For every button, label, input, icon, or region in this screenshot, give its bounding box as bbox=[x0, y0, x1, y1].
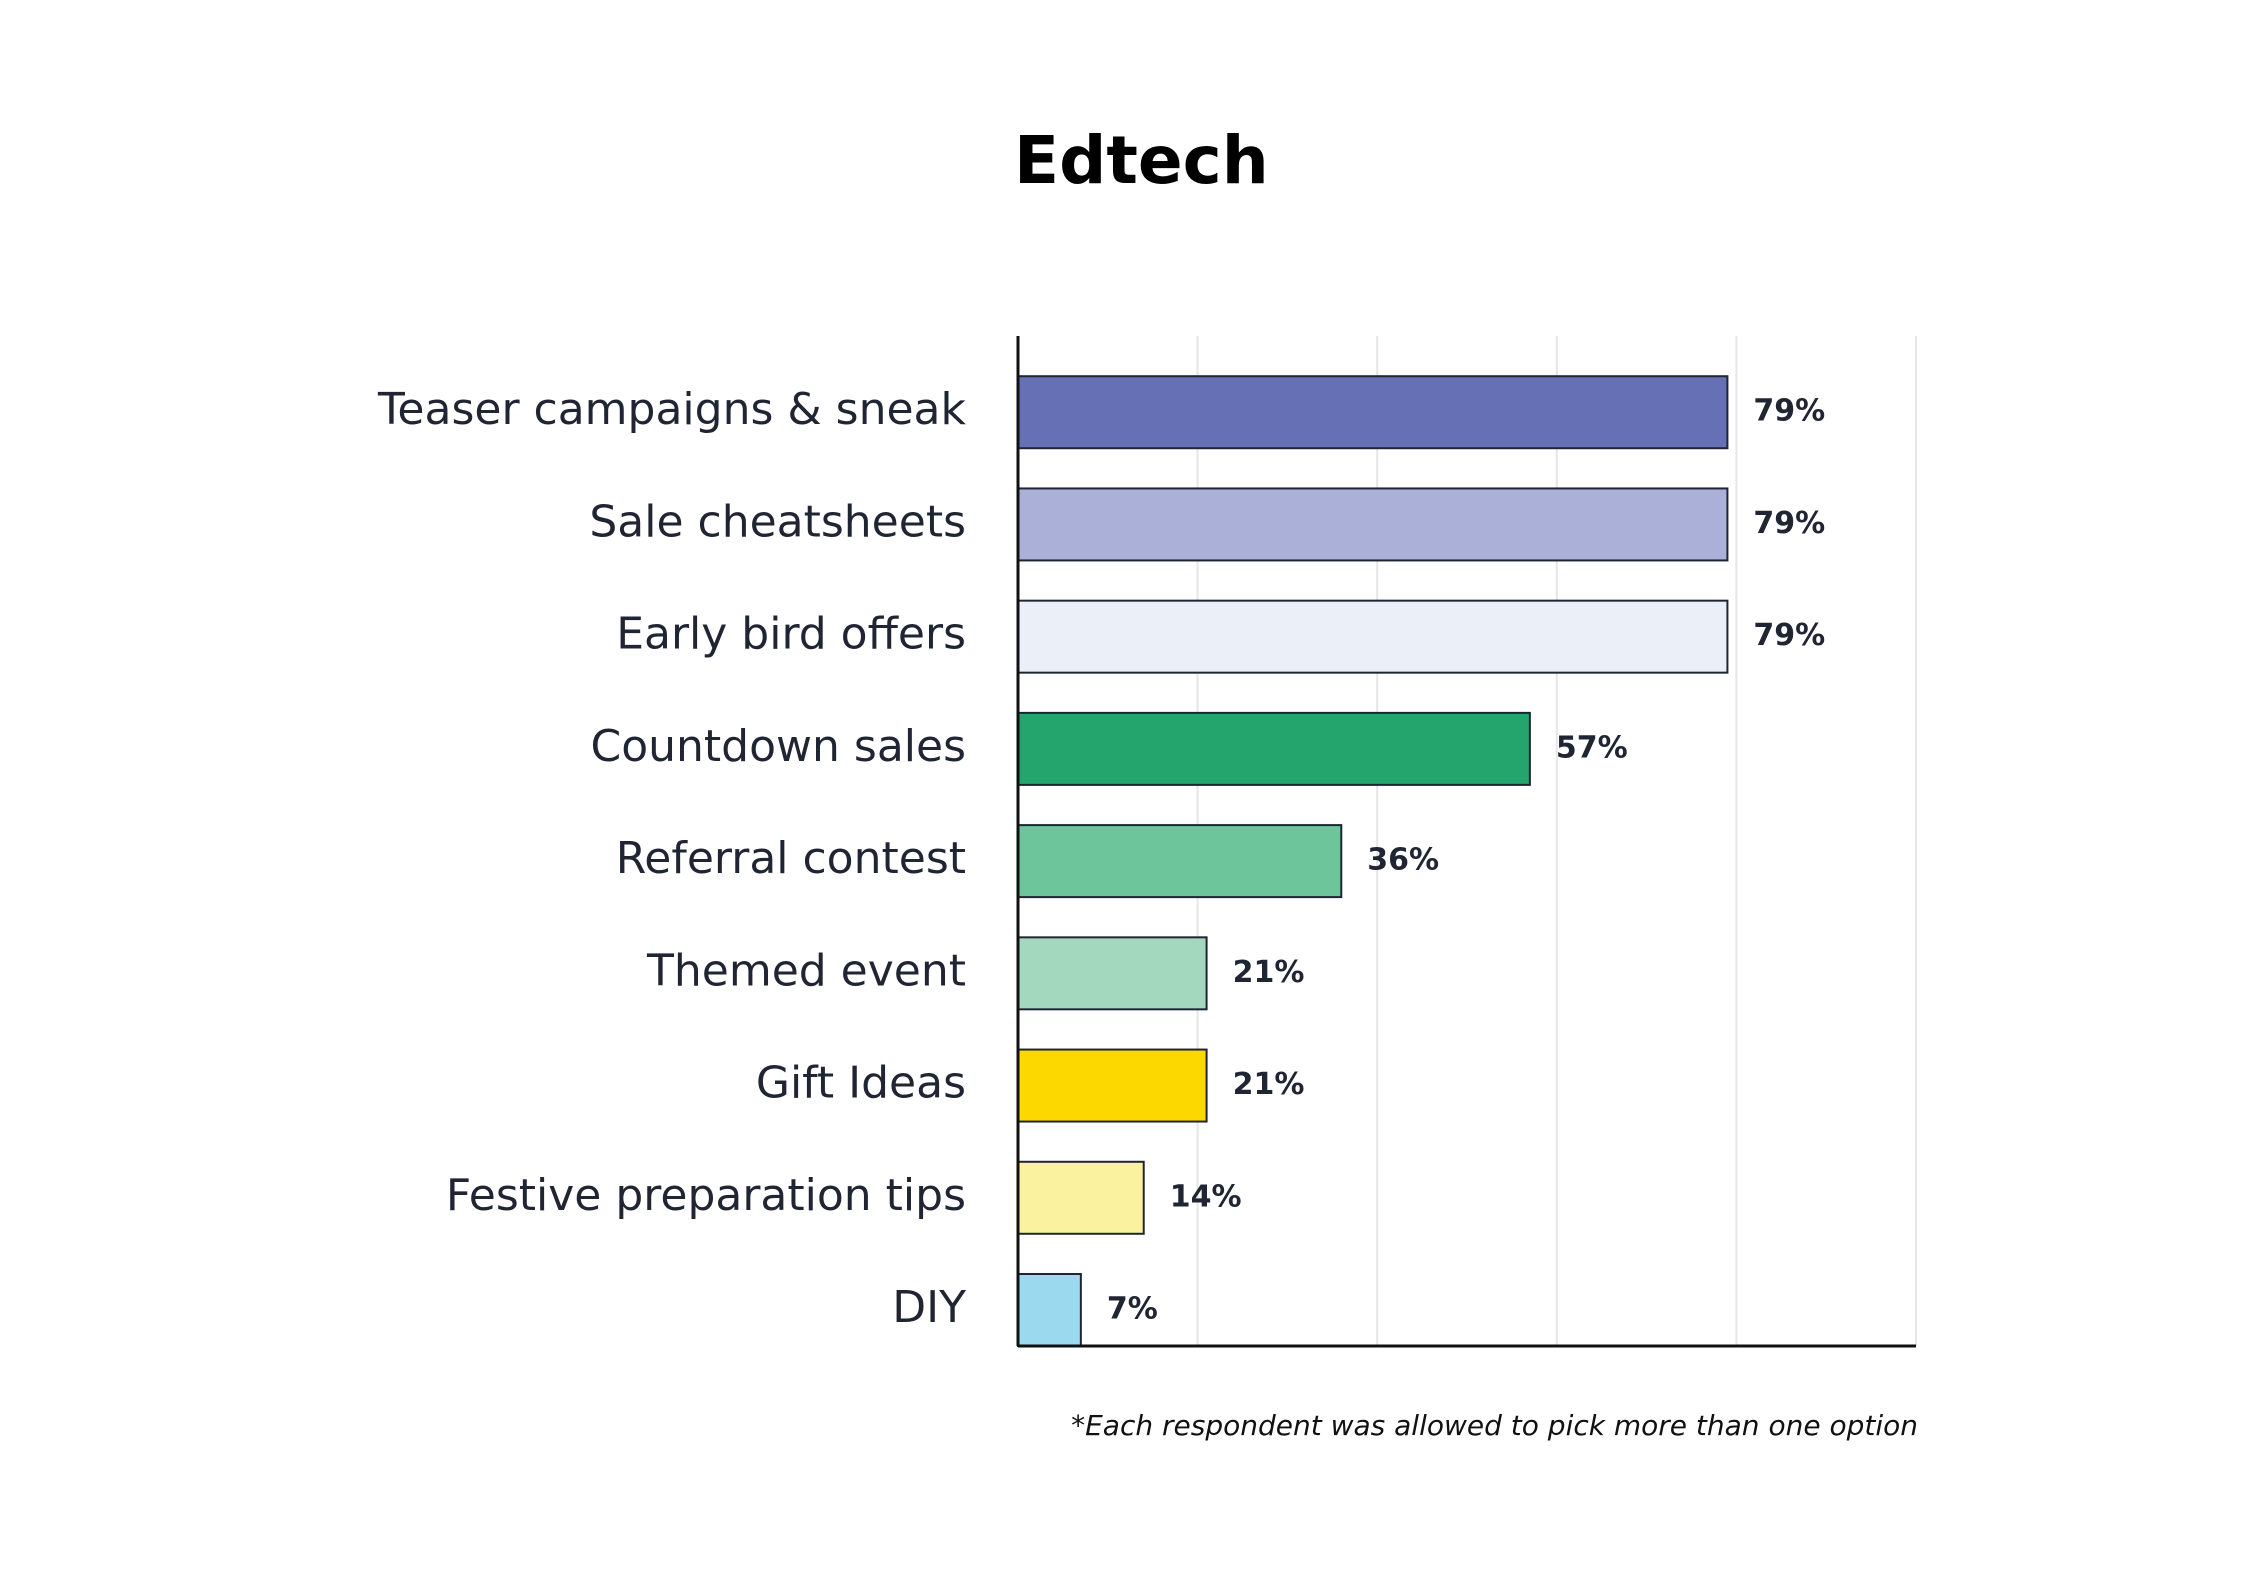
chart-footnote: *Each respondent was allowed to pick mor… bbox=[1071, 1409, 1918, 1442]
bar bbox=[1017, 1273, 1082, 1347]
category-label: Early bird offers bbox=[616, 609, 966, 660]
value-label: 14% bbox=[1170, 1179, 1242, 1214]
category-labels: Teaser campaigns & sneak Sale cheatsheets… bbox=[377, 384, 967, 1333]
bar bbox=[1017, 375, 1729, 450]
bar bbox=[1017, 824, 1343, 899]
bar bbox=[1017, 711, 1531, 786]
value-label: 21% bbox=[1233, 1067, 1305, 1102]
value-label: 36% bbox=[1367, 843, 1439, 878]
value-label: 7% bbox=[1107, 1292, 1158, 1327]
value-label: 21% bbox=[1233, 955, 1305, 990]
category-label: DIY bbox=[892, 1282, 966, 1333]
category-label: Sale cheatsheets bbox=[589, 496, 966, 547]
category-label: Themed event bbox=[646, 945, 966, 996]
bar bbox=[1017, 487, 1729, 562]
bar bbox=[1017, 1048, 1208, 1123]
category-label: Festive preparation tips bbox=[446, 1170, 966, 1221]
category-label: Countdown sales bbox=[591, 721, 966, 772]
chart-title: Edtech bbox=[1014, 122, 1269, 199]
value-labels: 79% 79% 79% 57% 36% 21% 21% 14% 7% bbox=[1107, 394, 1825, 1327]
bar bbox=[1017, 1160, 1145, 1235]
value-label: 79% bbox=[1753, 618, 1825, 653]
category-label: Teaser campaigns & sneak bbox=[377, 384, 967, 435]
value-label: 57% bbox=[1556, 730, 1628, 765]
category-label: Referral contest bbox=[616, 833, 966, 884]
bars bbox=[1017, 375, 1729, 1347]
value-label: 79% bbox=[1753, 506, 1825, 541]
axes bbox=[1016, 336, 1916, 1348]
bar bbox=[1017, 936, 1208, 1011]
bar bbox=[1017, 599, 1729, 674]
category-label: Gift Ideas bbox=[756, 1058, 966, 1109]
value-label: 79% bbox=[1753, 394, 1825, 429]
